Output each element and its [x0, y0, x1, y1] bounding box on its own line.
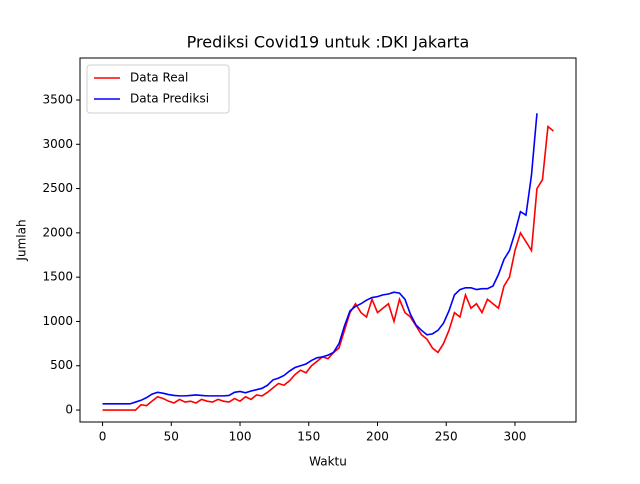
legend-label: Data Prediksi	[130, 92, 209, 106]
y-tick-label: 0	[65, 403, 73, 417]
y-tick-label: 2500	[42, 181, 73, 195]
legend-label: Data Real	[130, 71, 188, 85]
x-tick-label: 0	[99, 430, 107, 444]
x-tick-label: 100	[229, 430, 252, 444]
x-axis-label: Waktu	[309, 455, 347, 469]
y-axis-label: Jumlah	[15, 219, 29, 261]
y-tick-label: 3500	[42, 92, 73, 106]
x-tick-label: 150	[297, 430, 320, 444]
y-tick-label: 3000	[42, 137, 73, 151]
x-tick-label: 200	[366, 430, 389, 444]
x-tick-label: 250	[435, 430, 458, 444]
y-tick-label: 1500	[42, 270, 73, 284]
y-tick-label: 1000	[42, 314, 73, 328]
data-line	[102, 113, 538, 405]
axes-frame	[79, 57, 577, 423]
x-tick-label: 300	[504, 430, 527, 444]
y-tick-label: 500	[50, 358, 73, 372]
legend-box	[86, 64, 230, 114]
x-tick-label: 50	[164, 430, 179, 444]
data-line	[102, 125, 554, 411]
y-tick-label: 2000	[42, 225, 73, 239]
chart-title: Prediksi Covid19 untuk :DKI Jakarta	[187, 33, 470, 52]
